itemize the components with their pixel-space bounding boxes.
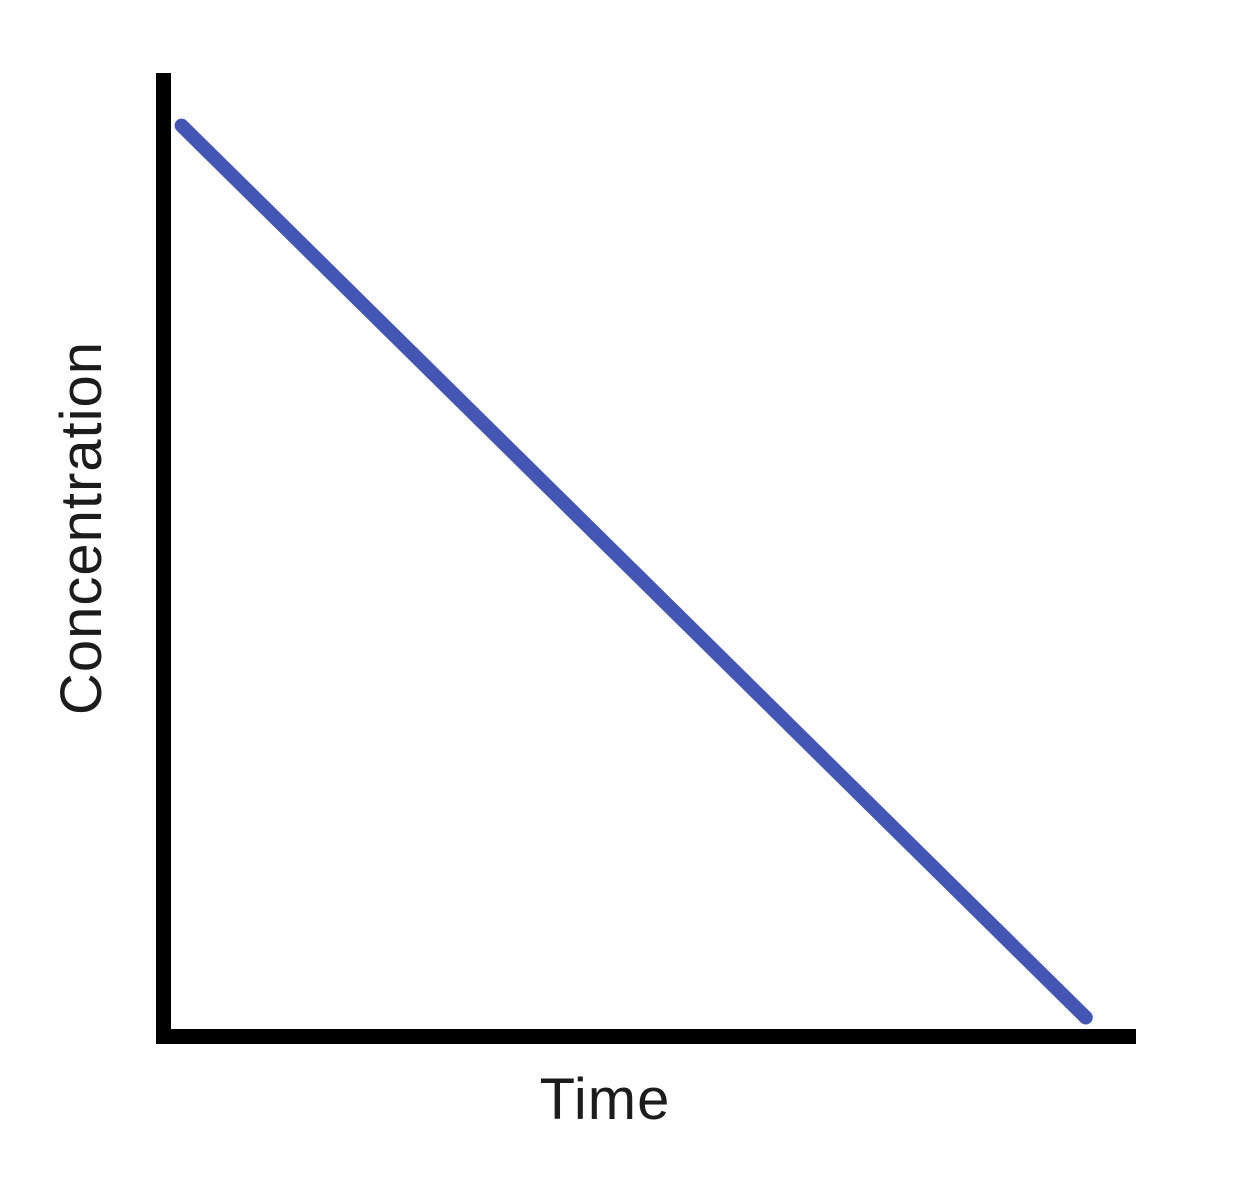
x-axis-label: Time bbox=[539, 1067, 671, 1132]
data-series-line bbox=[174, 118, 1093, 1025]
y-axis-label: Concentration bbox=[49, 340, 114, 716]
